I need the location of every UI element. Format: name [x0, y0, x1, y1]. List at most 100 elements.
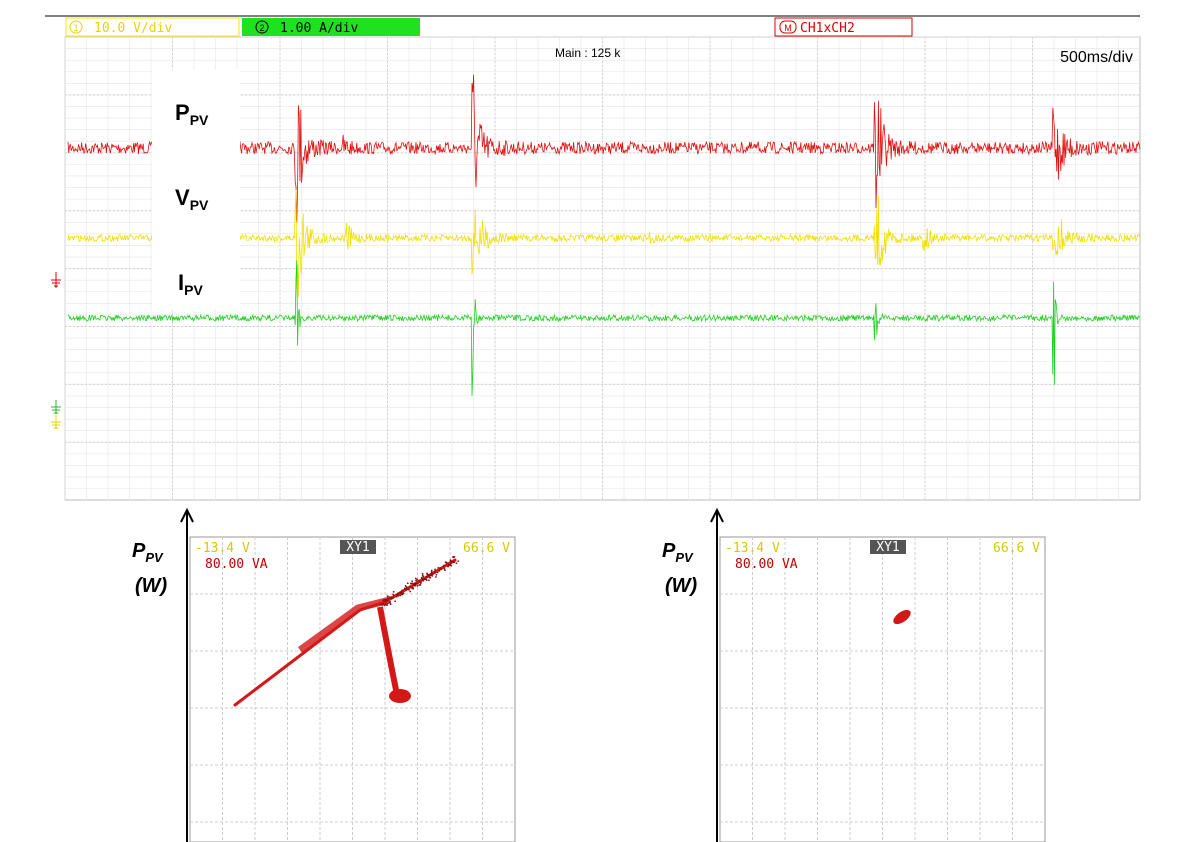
ch1-scale: 10.0 V/div: [94, 21, 172, 36]
xy-dot: [453, 561, 455, 563]
xy-dot: [450, 565, 452, 567]
xy-dot: [385, 600, 387, 602]
xy-dot: [392, 594, 394, 596]
timebase: 500ms/div: [1060, 49, 1133, 66]
xy-dot: [414, 585, 416, 587]
xy-dot: [440, 568, 442, 570]
xy-dot: [444, 569, 446, 571]
xy-dot: [429, 577, 431, 579]
xy-dot: [445, 561, 447, 563]
label-sub: PV: [184, 282, 203, 298]
label-backdrop: [152, 70, 240, 310]
xy-dot: [435, 574, 437, 576]
xy-right: 66.6 V: [463, 541, 510, 556]
xy-dot: [422, 573, 424, 575]
xy-dot: [457, 560, 459, 562]
label-sub: PV: [190, 112, 209, 128]
label-main: V: [175, 185, 190, 210]
xy-dot: [426, 573, 428, 575]
xy-dot: [417, 583, 419, 585]
xy-dot: [435, 576, 437, 578]
xy-dot: [420, 582, 422, 584]
xy-dot: [407, 582, 409, 584]
xy-dot: [386, 603, 388, 605]
xy-dot: [409, 586, 411, 588]
xy-dot: [405, 589, 407, 591]
xy-dot: [434, 570, 436, 572]
xy-dot: [402, 593, 404, 595]
xy-dot: [399, 595, 401, 597]
xy-left: -13.4 V: [195, 541, 250, 556]
trace-labels: PPV VPV IPV: [152, 70, 240, 310]
ch1-icon: 1: [73, 23, 78, 33]
axis-unit: (W): [665, 575, 698, 597]
xy-dot: [409, 591, 411, 593]
math-icon: M: [784, 23, 792, 33]
ch2-scale: 1.00 A/div: [280, 21, 358, 36]
xy-dot: [415, 580, 417, 582]
label-main: P: [662, 540, 676, 562]
xy-dot: [393, 591, 395, 593]
xy-right: 66.6 V: [993, 541, 1040, 556]
xy-dot: [389, 602, 391, 604]
label-main: P: [175, 100, 190, 125]
xy-dot: [392, 597, 394, 599]
xy-dot: [387, 598, 389, 600]
xy-dot: [411, 583, 413, 585]
record-length: Main : 125 k: [555, 46, 621, 60]
xy-dot: [419, 584, 421, 586]
xy-dot: [451, 561, 453, 563]
label-main: P: [132, 540, 146, 562]
xy-dot: [431, 575, 433, 577]
xy-dot: [431, 572, 433, 574]
ch2-icon: 2: [259, 23, 264, 33]
label-sub: PV: [190, 197, 209, 213]
xy-dot: [434, 568, 436, 570]
xy-dot: [406, 586, 408, 588]
xy-dot: [437, 567, 439, 569]
xy-dot: [425, 576, 427, 578]
figure: 1 10.0 V/div 2 1.00 A/div M CH1xCH2 Main…: [0, 0, 1192, 842]
ground-markers: [51, 272, 61, 429]
xy-dot: [447, 566, 449, 568]
xy-dot: [416, 585, 418, 587]
xy-dot: [388, 596, 390, 598]
xy-dot: [434, 572, 436, 574]
xy-name: XY1: [876, 540, 899, 555]
xy-dot: [422, 580, 424, 582]
xy-dot: [387, 595, 389, 597]
xy-dot: [437, 572, 439, 574]
xy-dot: [394, 600, 396, 602]
xy-dot: [431, 570, 433, 572]
xy-dot: [424, 579, 426, 581]
xy-dot: [407, 589, 409, 591]
xy-dot: [383, 603, 385, 605]
xy-dot: [398, 593, 400, 595]
xy-dot: [398, 595, 400, 597]
axis-label: PPV: [132, 540, 164, 565]
xy-scale: 80.00 VA: [205, 557, 268, 572]
xy-dot: [400, 592, 402, 594]
page: 1 10.0 V/div 2 1.00 A/div M CH1xCH2 Main…: [0, 0, 1192, 842]
xy-dot: [418, 580, 420, 582]
xy-blob: [389, 689, 411, 703]
xy-dot: [412, 587, 414, 589]
xy-dot: [454, 556, 456, 558]
xy-dot: [439, 567, 441, 569]
xy-dot: [449, 564, 451, 566]
xy-name: XY1: [346, 540, 369, 555]
label-sub: PV: [675, 550, 694, 565]
xy-dot: [390, 603, 392, 605]
xy-dot: [396, 596, 398, 598]
xy-dot: [426, 579, 428, 581]
xy-dot: [421, 577, 423, 579]
xy-dot: [456, 562, 458, 564]
xy-dot: [438, 570, 440, 572]
xy-panel: PPV(W)-13.4 VXY166.6 V80.00 VA: [662, 510, 1045, 842]
math-label: CH1xCH2: [800, 21, 855, 36]
xy-left: -13.4 V: [725, 541, 780, 556]
xy-dot: [422, 574, 424, 576]
xy-dot: [428, 579, 430, 581]
xy-dot: [443, 565, 445, 567]
